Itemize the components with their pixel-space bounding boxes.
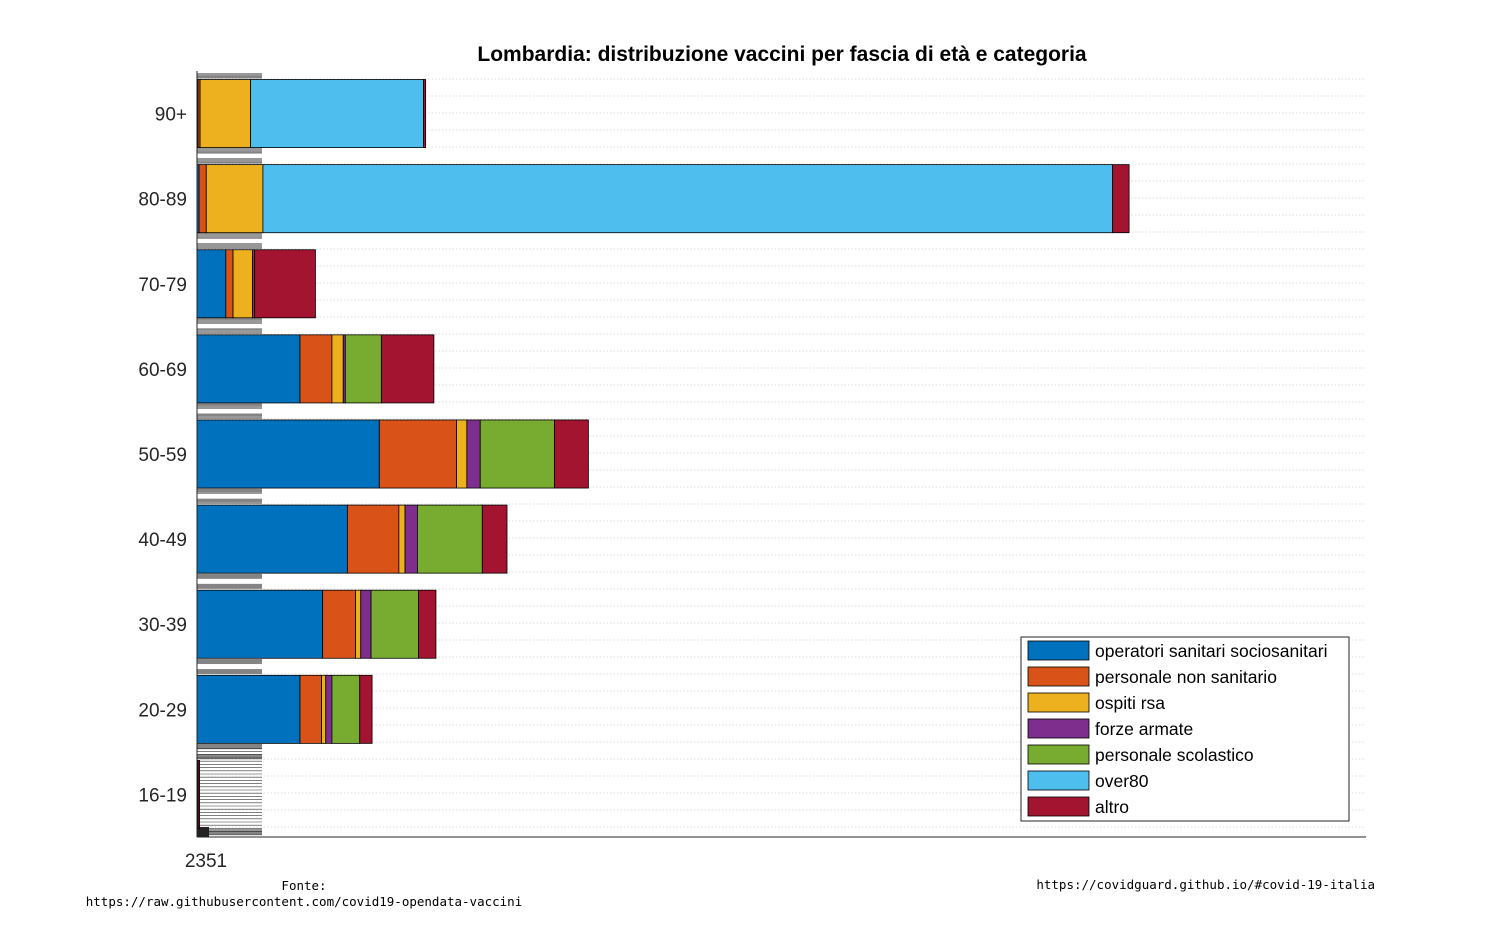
legend-label: altro xyxy=(1095,797,1129,817)
bar-segment xyxy=(196,504,348,574)
bar-segment xyxy=(196,249,227,319)
y-tick-label: 16-19 xyxy=(138,785,187,806)
bar-segment xyxy=(417,504,483,574)
bar-segment xyxy=(1112,164,1130,234)
axis-clutter xyxy=(197,73,262,837)
bar-segment xyxy=(404,504,418,574)
bar-segment xyxy=(225,249,234,319)
bar-segment xyxy=(344,334,382,404)
chart-title: Lombardia: distribuzione vaccini per fas… xyxy=(477,43,1087,66)
y-tick-label: 90+ xyxy=(155,105,187,126)
bar-segment xyxy=(205,164,264,234)
footer: Fonte: https://raw.githubusercontent.com… xyxy=(86,877,1375,909)
bar-segment xyxy=(466,419,481,489)
y-tick-label: 50-59 xyxy=(138,445,187,466)
legend-label: operatori sanitari sociosanitari xyxy=(1095,641,1327,661)
bar-segment xyxy=(456,419,468,489)
legend: operatori sanitari sociosanitari personal… xyxy=(1020,636,1350,822)
bars xyxy=(196,79,1130,829)
bar-segment xyxy=(481,504,508,574)
bar-segment xyxy=(196,674,301,744)
bar-segment xyxy=(355,589,362,659)
bar-segment xyxy=(360,589,372,659)
bar-segment xyxy=(198,164,207,234)
bar-segment xyxy=(370,589,419,659)
bar-segment xyxy=(331,674,361,744)
bar-segment xyxy=(196,419,380,489)
bar-segment xyxy=(423,79,427,148)
bar-segment xyxy=(254,249,316,319)
axis-clutter-block xyxy=(197,827,209,837)
bar-segment xyxy=(398,504,406,574)
y-tick-label: 70-79 xyxy=(138,275,187,296)
bar-segment xyxy=(359,674,373,744)
bar-segment xyxy=(479,419,555,489)
bar-segment xyxy=(325,674,333,744)
y-tick-label: 20-29 xyxy=(138,700,187,721)
legend-label: over80 xyxy=(1095,771,1149,791)
y-tick-label: 40-49 xyxy=(138,530,187,551)
bar-segment xyxy=(250,79,424,148)
y-tick-labels: 16-19 20-29 30-39 40-49 50-59 60-69 70-79 80-89… xyxy=(138,105,187,807)
legend-swatch xyxy=(1027,770,1090,791)
bar-segment xyxy=(380,334,435,404)
bar-segment xyxy=(321,674,327,744)
legend-label: forze armate xyxy=(1095,719,1193,739)
y-tick-label: 30-39 xyxy=(138,615,187,636)
bar-segment xyxy=(262,164,1114,234)
legend-swatch xyxy=(1027,718,1090,739)
legend-swatch xyxy=(1027,796,1090,817)
bar-segment xyxy=(299,674,323,744)
legend-swatch xyxy=(1027,666,1090,687)
footer-site-url: https://covidguard.github.io/#covid-19-i… xyxy=(1036,877,1375,892)
bar-segment xyxy=(196,334,301,404)
legend-label: personale non sanitario xyxy=(1095,667,1277,687)
footer-source-label: Fonte: xyxy=(281,878,326,893)
bar-segment xyxy=(418,589,437,659)
bar-segment xyxy=(378,419,457,489)
bar-segment xyxy=(232,249,254,319)
legend-swatch xyxy=(1027,692,1090,713)
y-tick-label: 60-69 xyxy=(138,360,187,381)
legend-label: personale scolastico xyxy=(1095,745,1254,765)
bar-segment xyxy=(331,334,344,404)
bar-segment xyxy=(322,589,357,659)
legend-items: operatori sanitari sociosanitari personal… xyxy=(1027,640,1327,817)
axes xyxy=(196,71,1366,838)
y-tick-label: 80-89 xyxy=(138,190,187,211)
bar-segment xyxy=(346,504,400,574)
footer-source-url: https://raw.githubusercontent.com/covid1… xyxy=(86,894,523,909)
bar-segment xyxy=(299,334,333,404)
bar-segment xyxy=(196,589,324,659)
bar-segment xyxy=(199,79,251,148)
legend-label: ospiti rsa xyxy=(1095,693,1165,713)
bar-segment xyxy=(197,760,200,829)
bar-segment xyxy=(553,419,589,489)
legend-swatch xyxy=(1027,744,1090,765)
x-tick-label: 2351 xyxy=(185,851,227,872)
legend-swatch xyxy=(1027,640,1090,661)
